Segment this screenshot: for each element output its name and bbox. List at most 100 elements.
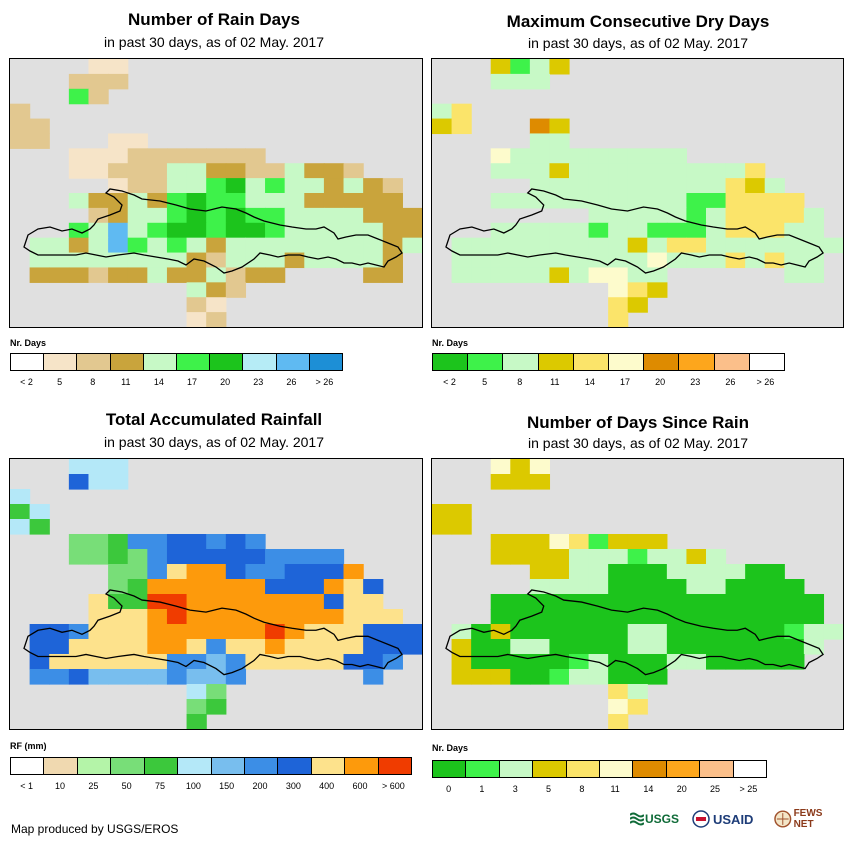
- fewsnet-logo: FEWS NET: [774, 806, 844, 832]
- grid-cell: [451, 118, 472, 135]
- grid-cell: [284, 654, 305, 670]
- grid-cell: [529, 624, 551, 640]
- grid-cell: [745, 237, 766, 254]
- grid-cell: [225, 564, 247, 580]
- island-outline: [23, 589, 403, 676]
- grid-cell: [569, 639, 590, 655]
- grid-cell: [490, 163, 511, 179]
- legend-swatch: [210, 354, 244, 370]
- grid-cell: [725, 609, 746, 625]
- grid-cell: [166, 534, 188, 550]
- legend-swatch: [733, 761, 767, 777]
- legend-label: 100: [185, 781, 201, 791]
- grid-cell: [206, 178, 227, 194]
- grid-cell: [127, 534, 148, 550]
- grid-cell: [127, 163, 148, 179]
- grid-cell: [323, 193, 345, 209]
- grid-cell: [284, 163, 305, 179]
- grid-cell: [363, 624, 384, 640]
- grid-cell: [68, 267, 90, 283]
- grid-cell: [549, 267, 570, 283]
- grid-cell: [49, 639, 70, 655]
- grid-cell: [382, 222, 403, 239]
- grid-cell: [608, 207, 629, 224]
- grid-cell: [186, 564, 207, 580]
- grid-cell: [127, 654, 148, 670]
- grid-cell: [186, 267, 207, 283]
- grid-cell: [108, 669, 129, 685]
- grid-cell: [88, 624, 109, 640]
- grid-cell: [764, 579, 785, 595]
- grid-cell: [627, 178, 648, 194]
- panel-title: Number of Rain Days: [128, 10, 300, 29]
- legend-swatch: [11, 758, 45, 774]
- grid-cell: [363, 669, 384, 685]
- grid-cell: [88, 459, 109, 475]
- grid-cell: [108, 222, 129, 239]
- grid-cell: [265, 624, 286, 640]
- grid-cell: [608, 282, 629, 298]
- grid-cell: [323, 222, 345, 239]
- grid-cell: [382, 193, 403, 209]
- grid-cell: [127, 579, 148, 595]
- legend-swatch: [44, 758, 78, 774]
- grid-cell: [490, 639, 511, 655]
- panel-subtitle: in past 30 days, as of 02 May. 2017: [528, 35, 748, 51]
- grid-cell: [725, 564, 746, 580]
- grid-cell: [265, 639, 286, 655]
- grid-cell: [127, 207, 148, 224]
- island-outline: [23, 188, 403, 274]
- grid-cell: [265, 207, 286, 224]
- legend-swatch: [573, 354, 610, 370]
- grid-cell: [363, 579, 384, 595]
- grid-cell: [549, 579, 570, 595]
- grid-cell: [108, 59, 129, 75]
- grid-cell: [490, 193, 511, 209]
- legend-swatch: [468, 354, 504, 370]
- grid-cell: [764, 654, 785, 670]
- grid-cell: [745, 639, 766, 655]
- grid-cell: [686, 624, 707, 640]
- grid-cell: [451, 654, 472, 670]
- grid-cell: [725, 639, 746, 655]
- grid-cell: [49, 654, 70, 670]
- grid-cell: [549, 118, 570, 135]
- grid-cell: [108, 534, 129, 550]
- legend-label: 50: [121, 781, 132, 791]
- legend-label: 200: [252, 781, 268, 791]
- grid-cell: [529, 579, 551, 595]
- grid-cell: [88, 148, 109, 164]
- grid-cell: [29, 504, 50, 520]
- grid-cell: [88, 534, 109, 550]
- grid-cell: [471, 669, 492, 685]
- grid-cell: [549, 654, 570, 670]
- grid-cell: [108, 178, 129, 194]
- grid-cell: [608, 534, 629, 550]
- grid-cell: [706, 564, 727, 580]
- grid-cell: [647, 549, 668, 565]
- grid-cell: [363, 654, 384, 670]
- grid-cell: [225, 148, 247, 164]
- legend-swatch: [600, 761, 634, 777]
- grid-cell: [206, 252, 227, 269]
- grid-cell: [363, 594, 384, 610]
- grid-cell: [304, 654, 325, 670]
- grid-cell: [432, 504, 453, 520]
- grid-cell: [647, 624, 668, 640]
- legend-swatch: [533, 761, 567, 777]
- legend-swatch: [244, 758, 279, 774]
- grid-cell: [647, 564, 668, 580]
- grid-cell: [803, 609, 825, 625]
- grid-cell: [245, 222, 266, 239]
- grid-cell: [68, 654, 90, 670]
- grid-cell: [343, 579, 364, 595]
- grid-cell: [627, 579, 648, 595]
- grid-cell: [569, 163, 590, 179]
- grid-cell: [490, 252, 511, 269]
- grid-cell: [549, 594, 570, 610]
- grid-cell: [549, 534, 570, 550]
- grid-cell: [549, 133, 570, 149]
- grid-cell: [206, 684, 227, 700]
- grid-cell: [784, 594, 805, 610]
- grid-cell: [284, 178, 305, 194]
